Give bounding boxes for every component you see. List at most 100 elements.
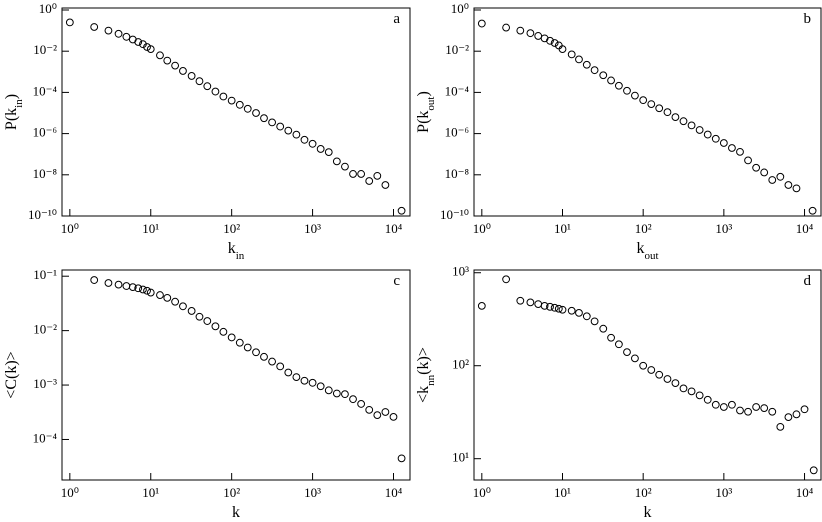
y-tick-label: 10⁻⁶: [33, 125, 57, 140]
data-point: [546, 302, 554, 311]
data-point: [90, 276, 99, 284]
data-point: [349, 170, 357, 178]
axis-label-subscript: in: [13, 99, 25, 108]
y-tick-label: 10⁻⁸: [445, 166, 470, 181]
x-tick-label: 10¹: [142, 221, 159, 236]
plot-frame: [473, 7, 822, 217]
data-point: [134, 284, 143, 293]
panel-letter: b: [804, 11, 812, 27]
data-point: [679, 384, 688, 393]
data-point: [156, 51, 164, 60]
data-point: [332, 389, 341, 398]
data-point: [687, 121, 696, 130]
data-point: [252, 109, 260, 117]
y-tick-label: 10⁻⁴: [445, 83, 470, 98]
data-point: [711, 400, 720, 409]
data-point: [187, 72, 196, 80]
data-point: [365, 177, 374, 185]
y-tick-label: 10⁻²: [445, 42, 469, 57]
data-point: [122, 32, 131, 41]
data-point: [655, 370, 664, 379]
data-point: [687, 387, 696, 396]
data-point: [663, 375, 672, 383]
data-point: [203, 317, 212, 325]
data-point: [156, 291, 164, 299]
data-point: [695, 126, 704, 134]
data-point: [389, 412, 398, 421]
y-tick-label: 10²: [452, 357, 469, 372]
data-point: [631, 91, 639, 100]
x-tick-label: 10³: [715, 221, 732, 236]
data-point: [128, 283, 137, 292]
y-tick-label: 10⁻¹: [33, 267, 57, 282]
data-point: [744, 156, 752, 165]
axis-label-subscript: out: [644, 250, 658, 262]
data-point: [590, 66, 599, 75]
data-point: [768, 407, 777, 416]
data-point: [776, 172, 785, 181]
data-point: [639, 361, 648, 370]
data-point: [252, 348, 260, 357]
data-point: [243, 343, 252, 352]
data-point: [671, 379, 680, 388]
data-point: [349, 395, 357, 404]
data-point: [211, 87, 220, 96]
data-point: [195, 312, 204, 321]
data-point: [607, 333, 615, 342]
data-point: [784, 413, 793, 422]
data-point: [534, 32, 543, 40]
data-point: [671, 113, 680, 122]
panel: 10⁰ 10¹ 10² 10³ 10⁴ 10⁻¹⁰ 10⁻⁸ 10⁻⁶ 10⁻⁴ 10⁻² 10⁰ k…: [3, 1, 411, 262]
data-point: [243, 104, 252, 113]
data-point: [614, 81, 623, 90]
data-point: [567, 50, 576, 59]
data-point: [381, 408, 390, 416]
data-point: [90, 23, 99, 31]
x-tick-label: 10¹: [554, 485, 571, 500]
panel: 10⁰ 10¹ 10² 10³ 10⁴ 10⁻⁴ 10⁻³ 10⁻² 10⁻¹ k <C(k)> c: [3, 267, 411, 521]
axis-label-text: k: [232, 504, 240, 521]
data-point: [268, 118, 276, 127]
data-point: [534, 300, 543, 308]
data-point: [211, 322, 220, 331]
data-point: [219, 92, 228, 101]
data-point: [752, 403, 761, 411]
x-tick-label: 10³: [304, 485, 321, 500]
data-point: [373, 411, 382, 420]
panel-letter: c: [393, 273, 400, 289]
data-point: [195, 77, 204, 86]
data-point: [736, 147, 744, 156]
data-point: [607, 76, 615, 85]
data-point: [526, 298, 535, 307]
data-point: [711, 134, 720, 143]
x-tick-label: 10⁴: [385, 221, 403, 236]
axis-label-text: k: [644, 504, 652, 521]
data-point: [526, 29, 535, 38]
y-tick-label: 10⁻⁴: [33, 83, 58, 98]
axis-label-text: P(k: [415, 111, 432, 133]
x-tick-label: 10⁰: [61, 221, 79, 236]
data-point: [808, 206, 817, 215]
data-point: [227, 333, 236, 342]
data-point: [540, 301, 549, 310]
data-point: [719, 403, 728, 411]
data-point: [728, 400, 736, 409]
data-point: [316, 382, 325, 391]
plot-frame: [473, 269, 822, 481]
data-point: [146, 45, 155, 54]
data-point: [163, 293, 172, 302]
data-point: [575, 308, 583, 317]
data-point: [623, 86, 631, 95]
data-point: [260, 114, 268, 123]
data-point: [647, 366, 656, 374]
data-point: [800, 405, 809, 414]
data-point: [341, 390, 349, 399]
data-point: [554, 304, 563, 313]
data-point: [114, 280, 123, 289]
data-point: [397, 454, 406, 463]
data-point: [736, 406, 744, 415]
data-point: [623, 348, 631, 357]
data-point: [695, 391, 704, 400]
